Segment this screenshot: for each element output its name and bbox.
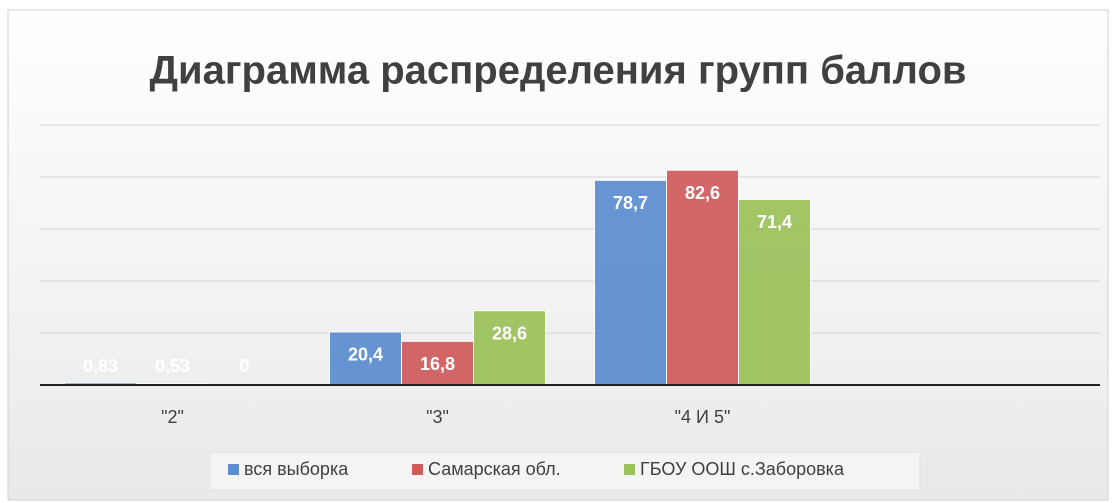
legend-label: Самарская обл.	[428, 459, 561, 479]
data-label: 20,4	[348, 345, 383, 365]
chart-background	[7, 9, 1109, 501]
data-label: 28,6	[492, 323, 527, 343]
bar	[738, 198, 811, 386]
data-label: 82,6	[685, 183, 720, 203]
data-label: 71,4	[757, 212, 792, 232]
data-label: 16,8	[420, 354, 455, 374]
legend-label: ГБОУ ООШ с.Заборовка	[640, 459, 845, 479]
x-tick-label: "4 И 5"	[675, 407, 731, 427]
legend-swatch	[228, 464, 239, 475]
legend-swatch	[412, 464, 423, 475]
data-label: 78,7	[613, 193, 648, 213]
data-label: 0,53	[155, 356, 190, 376]
x-tick-label: "3"	[426, 407, 449, 427]
legend-box	[209, 451, 921, 491]
data-label: 0	[239, 356, 249, 376]
chart-title: Диаграмма распределения групп баллов	[150, 49, 967, 93]
data-label: 0,83	[83, 356, 118, 376]
x-tick-label: "2"	[161, 407, 184, 427]
bar	[594, 179, 667, 386]
bar	[666, 169, 739, 386]
legend-label: вся выборка	[244, 459, 349, 479]
bar	[329, 331, 402, 386]
bar	[473, 310, 546, 386]
legend-swatch	[624, 464, 635, 475]
